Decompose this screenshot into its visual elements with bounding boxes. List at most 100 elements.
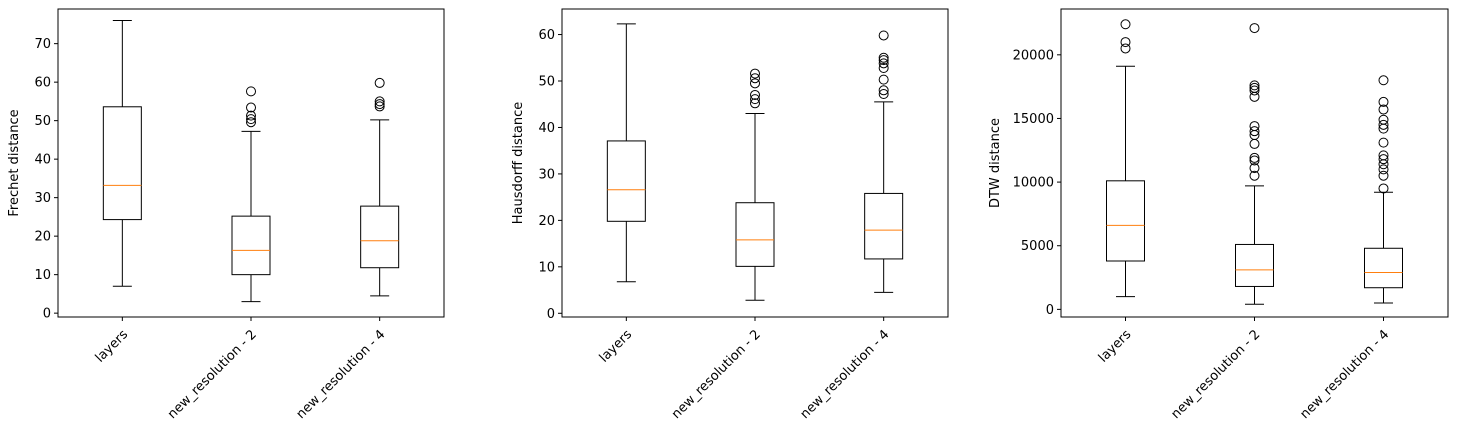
- outlier-point: [1378, 150, 1389, 161]
- y-tick-label: 10: [34, 268, 51, 283]
- outlier-point: [1249, 80, 1260, 91]
- outlier-point: [374, 96, 385, 107]
- y-tick-label: 10: [538, 260, 555, 275]
- box-1: [606, 23, 646, 283]
- box-iqr: [102, 106, 142, 221]
- x-tick-label: new_resolution - 4: [1297, 327, 1392, 422]
- outlier-point: [1378, 137, 1389, 148]
- outlier-point: [246, 86, 256, 97]
- box-2: [1235, 23, 1274, 305]
- outlier-point: [1120, 37, 1131, 48]
- outlier-point: [374, 99, 385, 110]
- outlier-point: [878, 55, 889, 66]
- axes-frame: [57, 8, 445, 318]
- box-1: [102, 20, 142, 287]
- box-iqr: [231, 215, 271, 276]
- y-tick-label: 60: [34, 76, 51, 91]
- outlier-point: [878, 74, 889, 85]
- box-iqr: [606, 140, 646, 222]
- outlier-point: [1249, 163, 1260, 174]
- box-iqr: [360, 205, 400, 269]
- outlier-point: [878, 58, 889, 69]
- y-tick-label: 40: [538, 121, 555, 136]
- outlier-point: [750, 78, 760, 89]
- outlier-point: [878, 52, 889, 63]
- x-tick-label: new_resolution - 4: [294, 327, 389, 422]
- y-tick-label: 70: [34, 37, 51, 52]
- y-axis-label: DTW distance: [988, 118, 1003, 208]
- y-tick-label: 30: [538, 167, 555, 182]
- box-1: [1106, 19, 1145, 298]
- y-axis-label: Hausdorff distance: [511, 102, 526, 224]
- y-axis-label: Frechet distance: [7, 109, 22, 216]
- outlier-point: [1378, 96, 1389, 107]
- box-2: [735, 68, 775, 301]
- outlier-point: [1120, 43, 1131, 54]
- box-3: [864, 30, 904, 293]
- x-tick-label: layers: [93, 327, 132, 366]
- outlier-point: [374, 77, 385, 88]
- box-iqr: [1235, 243, 1274, 287]
- y-tick-label: 50: [34, 114, 51, 129]
- outlier-point: [1249, 155, 1260, 166]
- outlier-point: [750, 68, 760, 79]
- outlier-point: [246, 117, 256, 128]
- outlier-point: [878, 85, 889, 96]
- outlier-point: [1378, 154, 1389, 165]
- axes-frame: [561, 8, 949, 318]
- outlier-point: [246, 114, 256, 125]
- x-tick-label: new_resolution - 2: [669, 327, 764, 422]
- outlier-point: [1249, 121, 1260, 132]
- outlier-point: [1249, 126, 1260, 137]
- outlier-point: [1249, 85, 1260, 96]
- outlier-point: [1378, 119, 1389, 130]
- y-tick-label: 20000: [1013, 48, 1054, 63]
- outlier-point: [246, 102, 256, 113]
- box-iqr: [735, 202, 775, 267]
- y-tick-label: 20: [34, 230, 51, 245]
- x-tick-label: new_resolution - 4: [798, 327, 893, 422]
- outlier-point: [1378, 170, 1389, 181]
- x-tick-label: layers: [597, 327, 636, 366]
- outlier-point: [1378, 159, 1389, 170]
- outlier-point: [246, 110, 256, 121]
- outlier-point: [1378, 164, 1389, 175]
- outlier-point: [1249, 138, 1260, 149]
- y-tick-label: 0: [1046, 303, 1054, 318]
- outlier-point: [374, 101, 385, 112]
- y-tick-label: 15000: [1013, 112, 1054, 127]
- x-tick-label: new_resolution - 2: [165, 327, 260, 422]
- x-tick-label: new_resolution - 2: [1168, 327, 1263, 422]
- axes-frame: [1060, 8, 1449, 318]
- y-tick-label: 50: [538, 75, 555, 90]
- box-iqr: [1106, 180, 1145, 262]
- y-tick-label: 40: [34, 153, 51, 168]
- y-tick-label: 60: [538, 28, 555, 43]
- outlier-point: [878, 30, 889, 41]
- box-2: [231, 86, 271, 303]
- subplot-1: 0 10 20 30 40 50 60 70 Frechet distance layers new…: [7, 8, 445, 422]
- outlier-point: [1249, 170, 1260, 181]
- y-tick-label: 0: [547, 307, 555, 322]
- y-tick-label: 30: [34, 191, 51, 206]
- outlier-point: [1249, 82, 1260, 93]
- box-iqr: [1364, 247, 1403, 289]
- outlier-point: [1249, 152, 1260, 163]
- outlier-point: [1120, 19, 1131, 30]
- y-tick-label: 0: [43, 307, 51, 322]
- outlier-point: [878, 62, 889, 73]
- outlier-point: [1378, 114, 1389, 125]
- outlier-point: [1378, 75, 1389, 86]
- outlier-point: [750, 94, 760, 105]
- y-tick-label: 10000: [1013, 176, 1054, 191]
- outlier-point: [750, 73, 760, 84]
- box-iqr: [864, 192, 904, 260]
- x-tick-label: layers: [1096, 327, 1135, 366]
- subplot-2: 0 10 20 30 40 50 60 Hausdorff distance layers new…: [511, 8, 949, 422]
- y-tick-label: 20: [538, 214, 555, 229]
- outlier-point: [1249, 23, 1260, 34]
- y-tick-label: 5000: [1021, 239, 1054, 254]
- outlier-point: [1378, 104, 1389, 115]
- box-3: [360, 77, 400, 297]
